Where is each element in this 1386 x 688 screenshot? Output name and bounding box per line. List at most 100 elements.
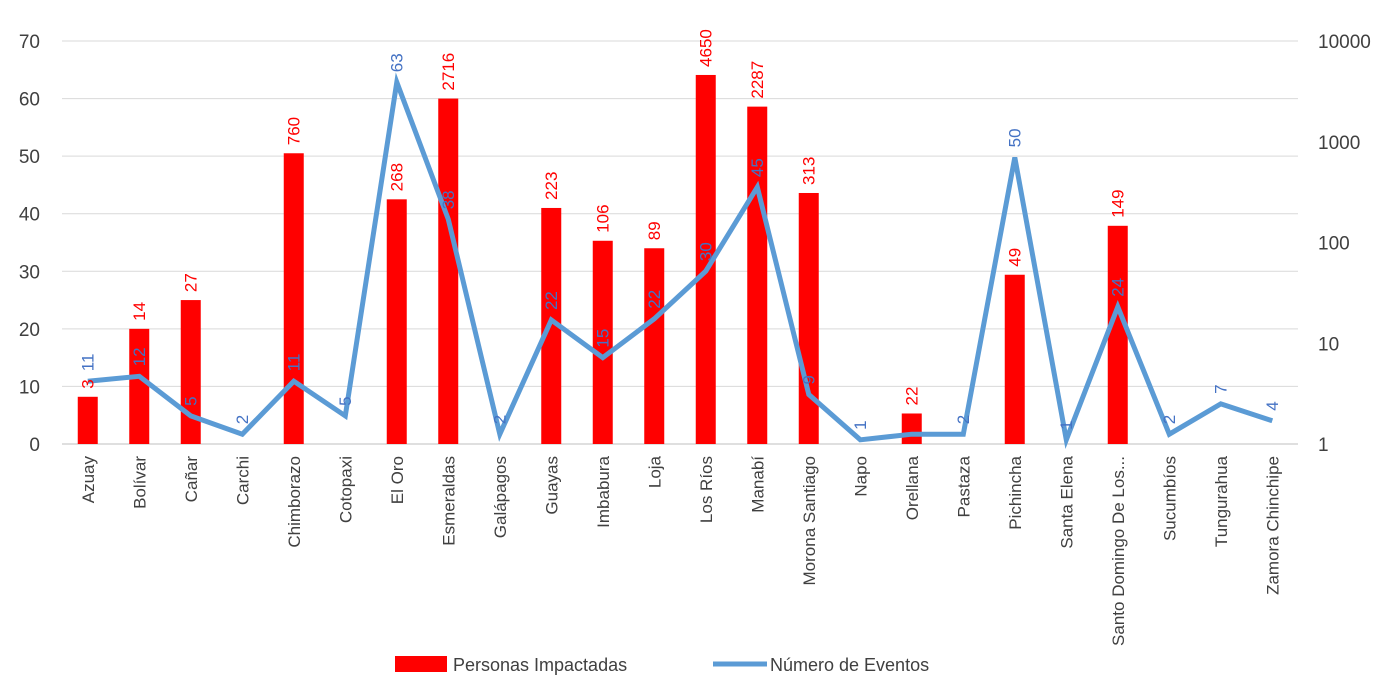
left-tick-label: 20 <box>19 320 40 341</box>
legend: Personas Impactadas Número de Eventos <box>395 655 929 675</box>
bar-data-label: 2716 <box>439 53 458 91</box>
line-data-label: 22 <box>542 291 561 310</box>
bar-data-label: 27 <box>182 273 201 292</box>
bar <box>695 74 716 445</box>
category-label: Pastaza <box>954 455 973 517</box>
category-label: Sucumbíos <box>1160 456 1179 541</box>
line-data-label: 2 <box>1160 415 1179 424</box>
category-label: Chimborazo <box>285 456 304 548</box>
left-tick-label: 10 <box>19 377 40 398</box>
bar <box>283 153 304 444</box>
line-data-label: 11 <box>79 354 98 372</box>
line-data-label: 1 <box>1057 420 1076 429</box>
bar <box>129 328 150 444</box>
category-label: Loja <box>645 455 664 488</box>
line-data-label: 5 <box>336 396 355 405</box>
line-data-label: 24 <box>1109 278 1128 297</box>
bar <box>438 98 459 445</box>
line-path <box>87 72 1274 449</box>
bar-data-label: 313 <box>800 157 819 185</box>
line-data-label: 15 <box>594 329 613 348</box>
right-axis-ticks: 1 10 100 1000 10000 <box>1318 32 1371 456</box>
bar-data-label: 223 <box>542 172 561 200</box>
category-label: Imbabura <box>594 455 613 527</box>
bar <box>644 248 665 444</box>
bar <box>1107 225 1128 444</box>
category-label: Los Ríos <box>697 456 716 523</box>
left-axis-ticks: 0 10 20 30 40 50 60 70 <box>19 32 40 456</box>
line-data-label: 45 <box>748 158 767 177</box>
bar <box>77 396 98 444</box>
category-label: Zamora Chinchipe <box>1263 456 1282 595</box>
bar-data-label: 106 <box>594 204 613 232</box>
bar <box>592 240 613 444</box>
line-data-label: 4 <box>1263 401 1282 410</box>
left-tick-label: 0 <box>29 435 40 456</box>
bar-data-label: 89 <box>645 221 664 240</box>
bars-series <box>77 74 1128 445</box>
bar-data-label: 22 <box>903 387 922 406</box>
bar <box>180 300 201 444</box>
category-label: Pichincha <box>1006 455 1025 529</box>
line-data-label: 30 <box>697 242 716 261</box>
category-label: El Oro <box>388 456 407 504</box>
line-series <box>87 72 1274 449</box>
left-tick-label: 70 <box>19 32 40 53</box>
gridlines <box>62 40 1298 387</box>
line-data-label: 2 <box>233 415 252 424</box>
category-label: Morona Santiago <box>800 456 819 585</box>
right-tick-label: 100 <box>1318 234 1350 255</box>
left-tick-label: 60 <box>19 90 40 111</box>
bar <box>747 106 768 444</box>
category-label: Esmeraldas <box>439 456 458 546</box>
line-data-label: 5 <box>182 396 201 405</box>
category-label: Tungurahua <box>1212 455 1231 547</box>
line-data-label: 12 <box>130 347 149 366</box>
bar <box>901 413 922 444</box>
category-label: Azuay <box>79 456 98 504</box>
line-data-label: 9 <box>800 375 819 384</box>
legend-label-line: Número de Eventos <box>770 655 929 675</box>
right-tick-label: 1000 <box>1318 133 1360 154</box>
bar <box>798 192 819 444</box>
bar <box>386 199 407 444</box>
left-tick-label: 30 <box>19 262 40 283</box>
category-label: Galápagos <box>491 456 510 538</box>
left-tick-label: 40 <box>19 205 40 226</box>
line-data-label: 22 <box>645 290 664 309</box>
bar <box>1004 274 1025 444</box>
category-label: Orellana <box>903 455 922 520</box>
category-label: Cañar <box>182 456 201 503</box>
bar-data-label: 3 <box>79 379 98 388</box>
category-label: Santa Elena <box>1057 455 1076 548</box>
right-tick-label: 10 <box>1318 334 1339 355</box>
category-label: Santo Domingo De Los... <box>1109 456 1128 646</box>
legend-swatch-bars <box>395 656 447 672</box>
right-tick-label: 10000 <box>1318 32 1371 53</box>
category-label: Manabí <box>748 456 767 513</box>
left-tick-label: 50 <box>19 147 40 168</box>
category-label: Carchi <box>233 456 252 505</box>
bar-data-label: 268 <box>388 163 407 191</box>
bar-data-label: 14 <box>130 302 149 321</box>
category-label: Guayas <box>542 456 561 515</box>
line-data-label: 7 <box>1212 384 1231 393</box>
category-labels: Azuay Bolívar Cañar Carchi Chimborazo Cotopax… <box>79 455 1283 645</box>
category-label: Cotopaxi <box>336 456 355 523</box>
line-data-label: 63 <box>388 53 407 72</box>
line-data-label: 11 <box>285 354 304 372</box>
line-data-label: 38 <box>439 190 458 209</box>
bar-data-label: 760 <box>285 117 304 145</box>
bar-data-label: 149 <box>1109 189 1128 217</box>
right-tick-label: 1 <box>1318 435 1329 456</box>
line-data-label: 50 <box>1006 128 1025 147</box>
legend-label-bars: Personas Impactadas <box>453 655 627 675</box>
line-data-label: 2 <box>954 415 973 424</box>
bar-data-label: 49 <box>1006 248 1025 267</box>
category-label: Napo <box>851 456 870 497</box>
category-label: Bolívar <box>130 456 149 509</box>
bar-data-label: 2287 <box>748 61 767 99</box>
line-data-label: 1 <box>851 420 870 429</box>
